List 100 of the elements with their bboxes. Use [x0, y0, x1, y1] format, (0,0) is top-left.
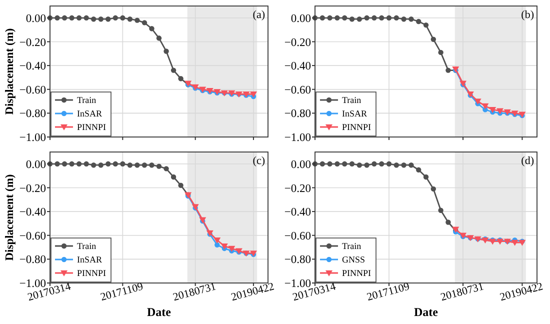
point — [408, 162, 414, 168]
point — [120, 161, 126, 167]
point — [446, 68, 451, 73]
point — [134, 162, 140, 168]
y-tick-label: −0.40 — [284, 206, 312, 219]
legend-label: PINNPI — [77, 268, 106, 278]
y-tick-label: −0.40 — [19, 60, 46, 73]
point — [214, 242, 220, 248]
point — [386, 15, 392, 21]
annotation: (a) — [252, 9, 266, 21]
y-tick-label: −0.20 — [284, 36, 312, 49]
x-tick-label: 20180731 — [439, 280, 486, 304]
point — [69, 161, 74, 167]
y-tick-label: −0.80 — [19, 108, 46, 120]
point — [372, 15, 377, 21]
y-tick-label: −0.60 — [19, 84, 46, 96]
point — [54, 15, 60, 21]
y-tick-label: 0.00 — [290, 158, 312, 171]
point — [408, 16, 414, 22]
point — [379, 161, 384, 167]
legend-label: Train — [342, 241, 362, 252]
point — [220, 243, 228, 250]
y-tick-label: 0.00 — [26, 158, 46, 171]
legend-label: InSAR — [342, 108, 368, 119]
x-axis-title: Date — [414, 305, 439, 319]
y-tick-label: −0.40 — [284, 60, 312, 73]
legend-label: GNSS — [342, 254, 366, 265]
point — [327, 15, 332, 21]
point — [364, 15, 370, 21]
point — [446, 220, 451, 225]
point — [98, 16, 104, 22]
point — [142, 162, 148, 168]
point — [349, 161, 355, 167]
x-tick-label: 20190422 — [230, 280, 276, 304]
point — [438, 208, 444, 213]
y-tick-label: −0.80 — [19, 254, 46, 266]
y-tick-label: 0.00 — [26, 12, 46, 25]
point — [401, 16, 406, 22]
point — [54, 161, 60, 167]
point — [430, 36, 436, 42]
point — [334, 161, 340, 167]
point — [91, 16, 96, 22]
y-tick-label: −0.20 — [19, 182, 46, 195]
point — [327, 161, 332, 167]
point — [62, 15, 68, 21]
point — [423, 174, 429, 180]
point — [394, 162, 399, 168]
legend-label: PINNPI — [342, 268, 372, 278]
point — [386, 161, 392, 167]
point — [356, 16, 362, 22]
y-axis-title: Displacement (m) — [4, 28, 16, 115]
point — [438, 50, 444, 56]
point — [430, 186, 436, 192]
point — [496, 108, 504, 114]
y-tick-label: −0.80 — [284, 254, 312, 266]
y-tick-label: −0.60 — [284, 84, 312, 96]
point — [214, 238, 221, 244]
x-tick-label: 20171109 — [366, 280, 412, 304]
legend-label: InSAR — [77, 254, 102, 265]
x-tick-label: 20180731 — [172, 280, 218, 304]
legend-label: InSAR — [77, 108, 102, 119]
point — [170, 68, 176, 73]
x-axis-title: Date — [147, 305, 172, 319]
point — [134, 18, 140, 23]
point — [364, 162, 370, 168]
point — [106, 161, 111, 167]
y-tick-label: −0.80 — [284, 108, 312, 120]
point — [228, 246, 236, 252]
annotation: (c) — [252, 155, 266, 167]
point — [356, 162, 362, 168]
point — [349, 16, 355, 22]
point — [76, 161, 82, 167]
point — [106, 16, 111, 22]
point — [320, 161, 325, 167]
legend-label: PINNPI — [77, 122, 106, 132]
legend-label: Train — [342, 95, 362, 106]
point — [372, 161, 377, 167]
point — [416, 18, 422, 24]
y-tick-label: −0.20 — [19, 36, 46, 49]
point — [120, 15, 126, 21]
point — [62, 161, 68, 167]
point — [342, 15, 348, 21]
y-tick-label: 0.00 — [290, 12, 312, 25]
point — [91, 162, 96, 168]
point — [112, 161, 118, 167]
point — [423, 22, 429, 28]
x-tick-label: 20190422 — [498, 280, 544, 304]
y-tick-label: −0.40 — [19, 206, 46, 219]
point — [84, 15, 89, 21]
legend-label: Train — [77, 241, 97, 252]
point — [69, 15, 74, 21]
point — [334, 15, 340, 21]
point — [156, 164, 162, 169]
legend-label: Train — [77, 95, 97, 106]
point — [149, 26, 154, 32]
legend-label: PINNPI — [342, 122, 372, 132]
point — [164, 48, 169, 54]
point — [76, 15, 82, 21]
y-axis-title: Displacement (m) — [4, 174, 16, 261]
point — [482, 103, 489, 110]
